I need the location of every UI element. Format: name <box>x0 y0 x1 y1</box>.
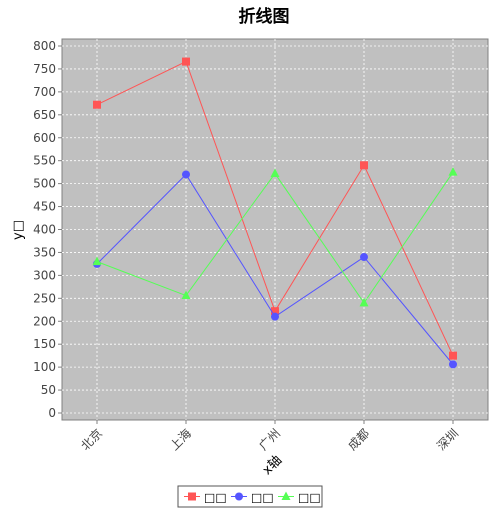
chart-title: 折线图 <box>239 6 290 27</box>
data-point <box>360 161 368 170</box>
legend-item: □□ <box>278 491 321 505</box>
data-point <box>93 100 101 109</box>
y-tick-label: 350 <box>33 245 56 259</box>
legend-marker <box>281 491 291 500</box>
y-tick-label: 600 <box>33 131 56 145</box>
x-tick-label: 成都 <box>345 426 372 453</box>
data-point <box>270 168 280 178</box>
legend-label: □□ <box>298 491 321 505</box>
data-point <box>271 312 279 321</box>
y-tick-label: 500 <box>33 177 56 191</box>
series-1 <box>93 57 457 360</box>
y-tick-label: 550 <box>33 154 56 168</box>
y-axis: 0 50 100 150 200 250 300 350 400 450 500 550 600 650 7… <box>33 39 62 420</box>
y-tick-label: 250 <box>33 291 56 305</box>
data-point <box>182 57 190 66</box>
y-tick-label: 300 <box>33 268 56 282</box>
legend-marker <box>188 492 196 501</box>
legend-box <box>177 485 323 508</box>
y-tick-label: 700 <box>33 85 56 99</box>
y-tick-label: 0 <box>48 406 56 420</box>
y-tick-label: 450 <box>33 200 56 214</box>
x-axis-label: x轴 <box>260 453 285 478</box>
legend-marker <box>235 492 243 501</box>
y-axis-label: y□ <box>11 220 26 240</box>
data-point <box>449 360 457 369</box>
x-tick-label: 上海 <box>167 426 195 454</box>
x-axis: 北京 上海 广州 成都 深圳 <box>78 420 461 453</box>
y-tick-label: 200 <box>33 314 56 328</box>
y-tick-label: 100 <box>33 360 56 374</box>
legend: □□ □□ □□ <box>177 485 323 508</box>
y-tick-label: 800 <box>33 39 56 53</box>
data-point <box>359 297 369 307</box>
y-tick-label: 150 <box>33 337 56 351</box>
y-tick-label: 400 <box>33 223 56 237</box>
legend-label: □□ <box>251 491 274 505</box>
x-tick-label: 深圳 <box>434 426 461 453</box>
data-point <box>449 351 457 360</box>
data-point <box>271 307 279 316</box>
plot-area <box>61 38 489 421</box>
y-tick-label: 50 <box>41 383 56 397</box>
x-tick-label: 广州 <box>256 426 283 453</box>
y-tick-label: 750 <box>33 62 56 76</box>
data-point <box>448 167 458 176</box>
data-point <box>182 170 190 179</box>
series-layer <box>92 57 458 369</box>
y-tick-label: 650 <box>33 108 56 122</box>
legend-item: □□ <box>184 491 227 505</box>
legend-item: □□ <box>231 491 274 505</box>
data-point <box>181 290 191 300</box>
x-tick-label: 北京 <box>78 426 105 453</box>
series-3 <box>92 167 458 307</box>
data-point <box>360 253 368 262</box>
data-point <box>92 256 102 266</box>
legend-label: □□ <box>204 491 227 505</box>
